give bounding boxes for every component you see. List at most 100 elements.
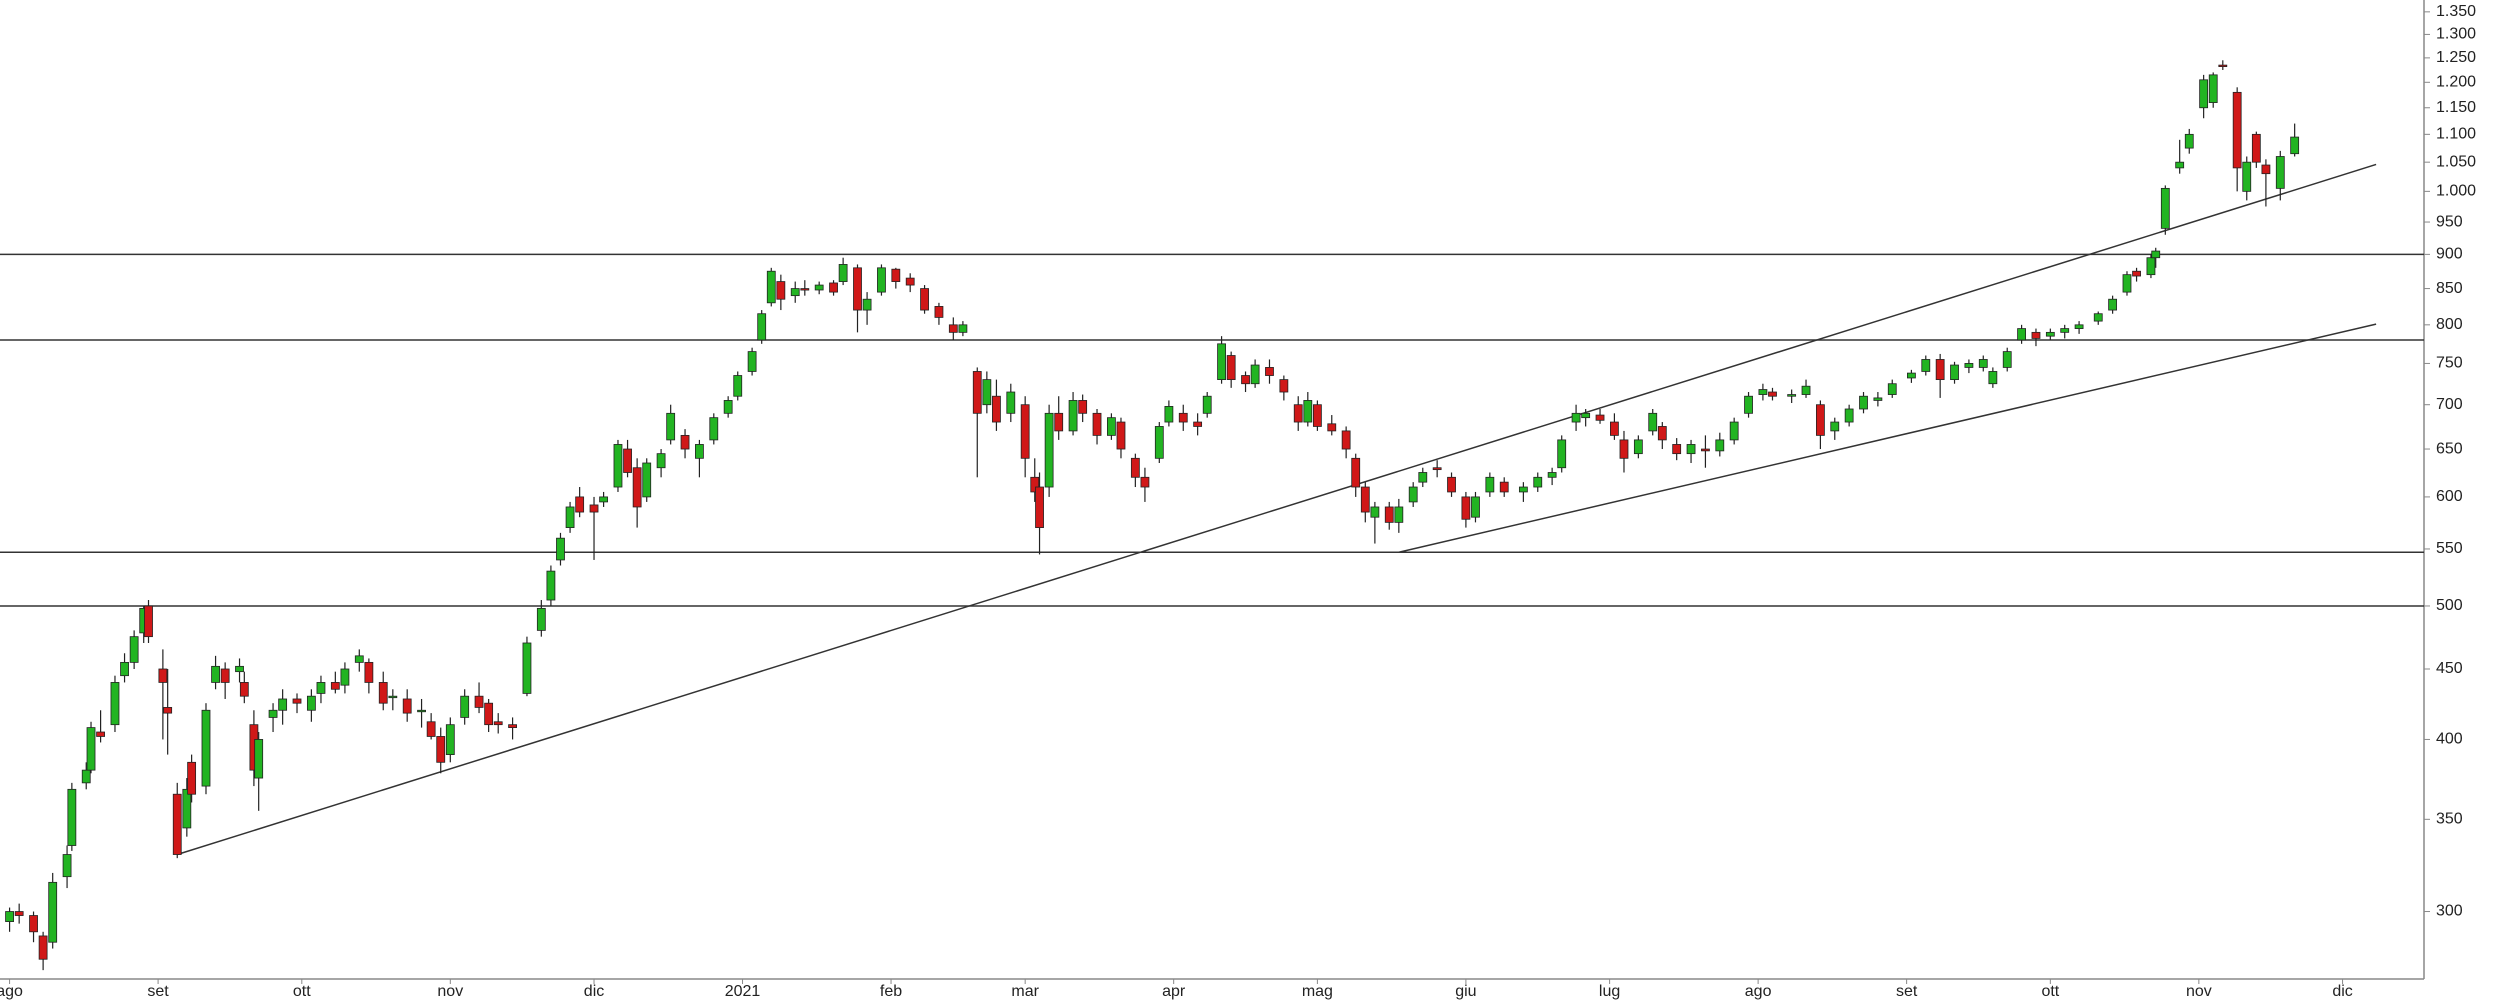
candle-body <box>1815 404 1825 436</box>
candle-body <box>920 288 929 311</box>
candle-body <box>1729 421 1739 441</box>
candle-body <box>1293 404 1303 423</box>
y-tick-label: 850 <box>2436 280 2463 297</box>
y-tick-label: 700 <box>2436 396 2463 413</box>
candle-body <box>493 721 503 726</box>
candle-body <box>1873 397 1883 401</box>
candle-body <box>1178 412 1188 423</box>
candle-body <box>388 695 398 699</box>
candle-body <box>2108 298 2118 311</box>
candle-body <box>958 324 968 333</box>
candle-body <box>1360 486 1370 513</box>
candle-body <box>1581 412 1591 419</box>
candle-body <box>306 695 316 711</box>
y-tick-label: 600 <box>2436 488 2463 505</box>
candle-body <box>220 668 230 683</box>
candle-body <box>790 288 800 297</box>
y-tick-label: 1.000 <box>2436 183 2476 200</box>
y-tick-label: 350 <box>2436 811 2463 828</box>
x-tick-label: nov <box>437 983 463 1000</box>
x-tick-label: ott <box>2041 983 2059 1000</box>
candle-body <box>1887 383 1897 395</box>
x-tick-label: dic <box>2332 983 2352 1000</box>
candle-body <box>1030 476 1040 493</box>
candle-body <box>1193 421 1203 427</box>
candle-body <box>5 911 14 922</box>
candle-body <box>1715 439 1725 452</box>
candle-body <box>1241 375 1250 385</box>
candle-body <box>14 911 24 916</box>
candle-body <box>1758 389 1768 395</box>
candle-body <box>445 724 455 755</box>
candle-body <box>680 434 690 450</box>
candle-body <box>2031 331 2041 339</box>
candle-body <box>316 682 326 694</box>
candle-body <box>695 444 704 459</box>
candle-body <box>1432 467 1442 471</box>
candle-body <box>1921 359 1931 372</box>
candle-body <box>484 702 494 726</box>
candle-body <box>81 769 91 784</box>
candle-body <box>1964 363 1974 368</box>
x-tick-label: dic <box>584 983 604 1000</box>
x-tick-label: mag <box>1302 983 1333 1000</box>
y-tick-label: 1.200 <box>2436 74 2476 91</box>
candle-body <box>1303 400 1313 423</box>
candle-body <box>1744 395 1753 414</box>
candle-body <box>982 379 992 406</box>
candle-body <box>2199 79 2209 109</box>
candle-body <box>1054 412 1064 432</box>
candle-body <box>1859 395 1868 410</box>
candle-body <box>2160 187 2170 229</box>
y-tick-label: 500 <box>2436 597 2463 614</box>
candle-body <box>1202 395 1212 414</box>
y-tick-label: 1.350 <box>2436 3 2476 20</box>
x-tick-label: 2021 <box>725 983 761 1000</box>
x-tick-label: giu <box>1455 983 1476 1000</box>
candle-body <box>1312 404 1322 427</box>
candle-body <box>1547 472 1557 478</box>
candle-body <box>1648 412 1658 432</box>
candle-body <box>1006 391 1016 414</box>
x-tick-label: lug <box>1599 983 1620 1000</box>
candle-body <box>733 375 743 397</box>
candle-body <box>2232 91 2242 169</box>
candle-body <box>2275 156 2285 189</box>
candle-body <box>853 267 862 311</box>
candle-body <box>1078 400 1088 414</box>
candle-body <box>1830 421 1840 432</box>
candle-body <box>292 698 302 704</box>
candle-body <box>2208 74 2218 103</box>
x-tick-label: ago <box>1745 983 1772 1000</box>
candle-body <box>96 731 106 737</box>
candle-body <box>613 444 623 488</box>
candle-body <box>1130 457 1140 478</box>
candle-body <box>2218 64 2228 68</box>
candle-body <box>330 682 340 690</box>
candle-body <box>1935 359 1945 381</box>
candle-body <box>29 915 38 933</box>
candle-body <box>2146 257 2156 276</box>
candle-body <box>1633 439 1643 455</box>
candle-body <box>1610 421 1619 436</box>
candle-body <box>1557 439 1567 469</box>
candle-body <box>1701 448 1710 452</box>
candle-body <box>254 739 264 779</box>
candle-body <box>1672 444 1682 455</box>
candle-body <box>1471 496 1480 518</box>
candle-body <box>1154 426 1164 459</box>
y-tick-label: 750 <box>2436 355 2463 372</box>
candle-body <box>2045 331 2055 337</box>
candle-body <box>2060 328 2070 333</box>
candle-body <box>2251 133 2261 163</box>
candle-body <box>1265 367 1274 376</box>
candle-body <box>666 412 676 441</box>
candle-body <box>1844 408 1854 423</box>
y-tick-label: 550 <box>2436 540 2463 557</box>
candle-body <box>589 504 599 513</box>
candle-body <box>1035 486 1044 528</box>
candle-body <box>1686 444 1696 455</box>
candle-body <box>766 270 776 304</box>
candle-body <box>1657 426 1667 441</box>
candle-body <box>1485 476 1495 493</box>
